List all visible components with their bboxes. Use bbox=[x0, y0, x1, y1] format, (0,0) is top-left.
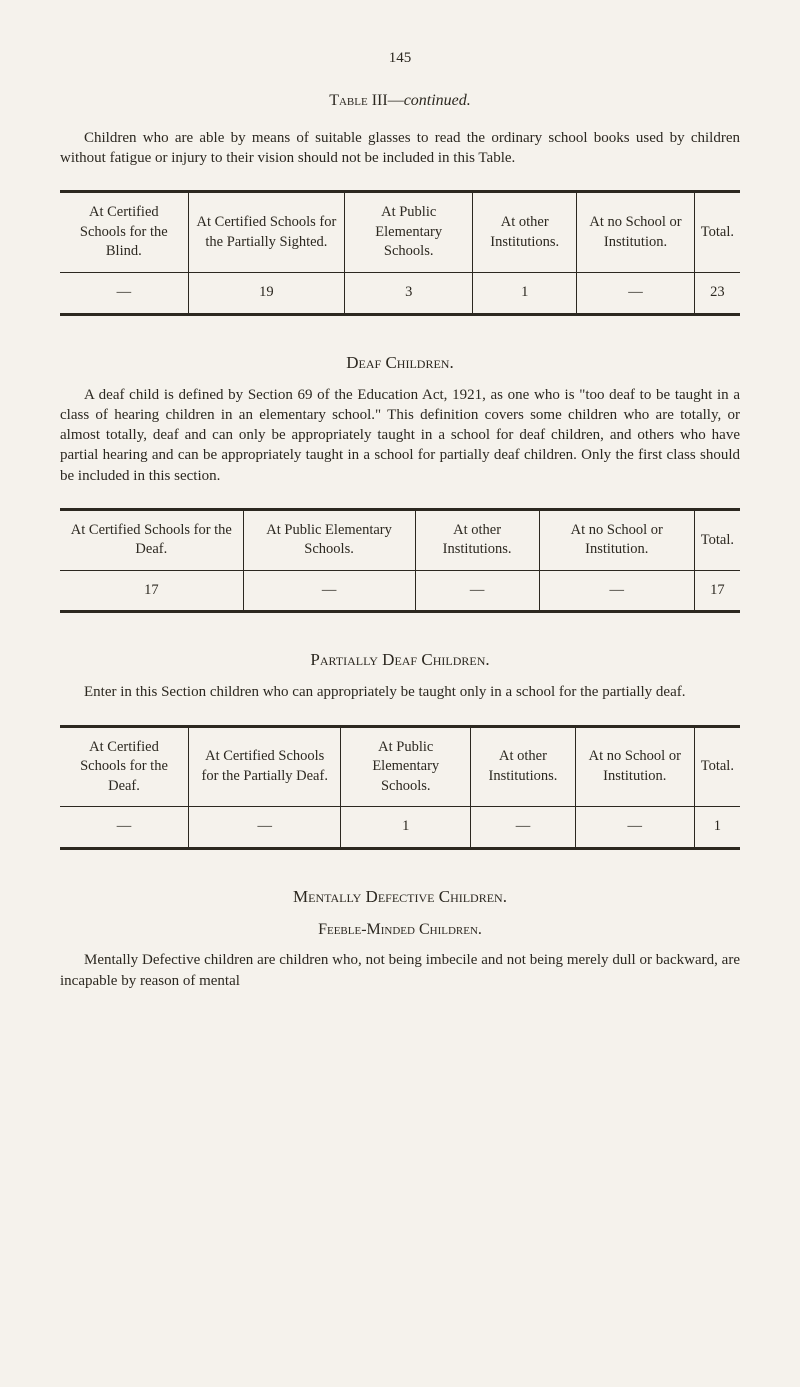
table-deaf: At Certified Schools for the Deaf. At Pu… bbox=[60, 508, 740, 614]
cell: 1 bbox=[341, 807, 471, 849]
cell: — bbox=[575, 807, 694, 849]
col-header: At no School or Institution. bbox=[575, 726, 694, 807]
col-header: At no School or Institution. bbox=[577, 192, 694, 273]
col-header: At Certified Schools for the Partially D… bbox=[189, 726, 341, 807]
cell: 17 bbox=[60, 570, 243, 612]
col-header: At Public Elementary Schools. bbox=[243, 509, 415, 570]
table-row: At Certified Schools for the Blind. At C… bbox=[60, 192, 740, 273]
table-title: Table III—continued. bbox=[60, 90, 740, 112]
partially-deaf-paragraph: Enter in this Section children who can a… bbox=[60, 682, 740, 702]
table-title-dash: — bbox=[388, 92, 404, 109]
table-row: At Certified Schools for the Deaf. At Ce… bbox=[60, 726, 740, 807]
col-header: At Certified Schools for the Partially S… bbox=[188, 192, 345, 273]
partially-deaf-section: Partially Deaf Children. Enter in this S… bbox=[60, 649, 740, 702]
col-header: At other Institutions. bbox=[471, 726, 576, 807]
cell: — bbox=[60, 807, 189, 849]
col-header: At other Institutions. bbox=[415, 509, 539, 570]
table-row: 17 — — — 17 bbox=[60, 570, 740, 612]
col-header: At other Institutions. bbox=[473, 192, 577, 273]
table-title-suffix: continued. bbox=[404, 92, 471, 109]
col-header: At Certified Schools for the Deaf. bbox=[60, 509, 243, 570]
cell: 1 bbox=[473, 273, 577, 315]
col-header: At Certified Schools for the Deaf. bbox=[60, 726, 189, 807]
mentally-defective-paragraph: Mentally Defective children are children… bbox=[60, 950, 740, 991]
cell: 17 bbox=[694, 570, 740, 612]
deaf-section: Deaf Children. A deaf child is defined b… bbox=[60, 352, 740, 486]
cell: — bbox=[60, 273, 188, 315]
table-row: — — 1 — — 1 bbox=[60, 807, 740, 849]
mentally-defective-section: Mentally Defective Children. Feeble-Mind… bbox=[60, 886, 740, 991]
table-blind-sighted: At Certified Schools for the Blind. At C… bbox=[60, 190, 740, 315]
deaf-heading: Deaf Children. bbox=[60, 352, 740, 375]
table-row: — 19 3 1 — 23 bbox=[60, 273, 740, 315]
col-header: At Certified Schools for the Blind. bbox=[60, 192, 188, 273]
cell: — bbox=[243, 570, 415, 612]
col-header: Total. bbox=[694, 509, 740, 570]
cell: — bbox=[539, 570, 694, 612]
col-header: At no School or Institution. bbox=[539, 509, 694, 570]
col-header: At Public Elementary Schools. bbox=[345, 192, 473, 273]
col-header: Total. bbox=[694, 726, 740, 807]
cell: 1 bbox=[694, 807, 740, 849]
table-partially-deaf: At Certified Schools for the Deaf. At Ce… bbox=[60, 725, 740, 850]
table-title-label: Table III bbox=[329, 92, 387, 109]
page-number: 145 bbox=[60, 48, 740, 68]
mentally-defective-heading: Mentally Defective Children. bbox=[60, 886, 740, 909]
cell: — bbox=[189, 807, 341, 849]
col-header: Total. bbox=[694, 192, 740, 273]
cell: 19 bbox=[188, 273, 345, 315]
col-header: At Public Elementary Schools. bbox=[341, 726, 471, 807]
cell: 23 bbox=[694, 273, 740, 315]
deaf-paragraph: A deaf child is defined by Section 69 of… bbox=[60, 385, 740, 486]
cell: — bbox=[415, 570, 539, 612]
table-row: At Certified Schools for the Deaf. At Pu… bbox=[60, 509, 740, 570]
cell: 3 bbox=[345, 273, 473, 315]
partially-deaf-heading: Partially Deaf Children. bbox=[60, 649, 740, 672]
feeble-minded-subheading: Feeble-Minded Children. bbox=[60, 919, 740, 941]
intro-paragraph: Children who are able by means of suitab… bbox=[60, 128, 740, 169]
cell: — bbox=[577, 273, 694, 315]
cell: — bbox=[471, 807, 576, 849]
